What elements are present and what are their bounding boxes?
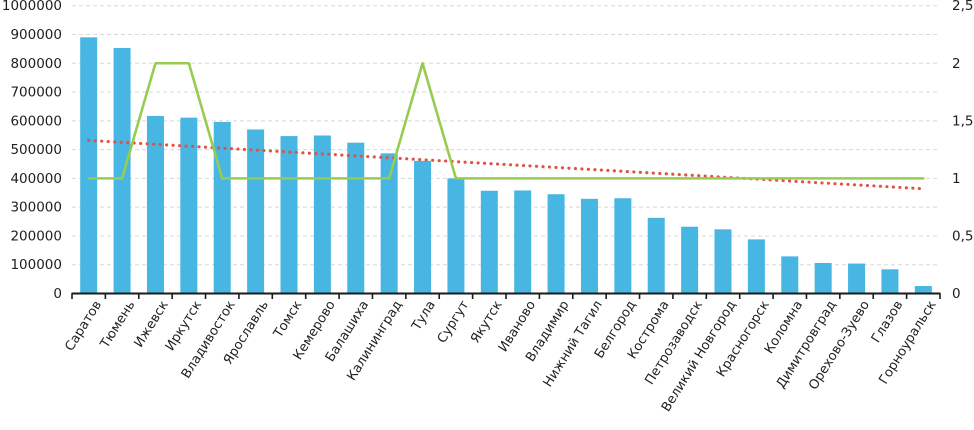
bar-18[interactable]: [681, 226, 699, 294]
bar-15[interactable]: [580, 198, 598, 294]
bar-17[interactable]: [647, 217, 665, 294]
y-axis-left-label: 400000: [10, 171, 62, 187]
y-axis-left-label: 200000: [10, 228, 62, 244]
y-axis-right-label: 2,5: [952, 0, 973, 14]
line-series[interactable]: [87, 61, 925, 180]
bar-4[interactable]: [213, 121, 231, 294]
y-axis-right-label: 1,5: [952, 113, 973, 129]
bar-19[interactable]: [714, 229, 732, 294]
x-axis-label-10: Тула: [409, 298, 439, 334]
bar-2[interactable]: [146, 115, 164, 294]
bar-10[interactable]: [414, 160, 432, 294]
x-axis-label-22: Димитровград: [774, 298, 840, 391]
y-axis-left-label: 600000: [10, 113, 62, 129]
bar-16[interactable]: [614, 198, 632, 294]
bar-23[interactable]: [848, 263, 866, 294]
y-axis-left-label: 500000: [10, 142, 62, 158]
x-axis-label-6: Томск: [271, 298, 306, 341]
bar-20[interactable]: [747, 239, 765, 294]
x-axis-label-0: Саратов: [62, 298, 105, 354]
y-axis-left-label: 1000000: [2, 0, 62, 14]
bar-24[interactable]: [881, 269, 899, 294]
bar-21[interactable]: [781, 256, 799, 294]
bar-7[interactable]: [313, 135, 331, 294]
y-axis-left-label: 900000: [10, 27, 62, 43]
bar-13[interactable]: [514, 190, 532, 294]
trendline-dotted[interactable]: [87, 138, 925, 191]
bar-11[interactable]: [447, 178, 465, 294]
y-axis-right-label: 1: [952, 171, 961, 187]
bar-22[interactable]: [814, 262, 832, 294]
y-axis-right-label: 0: [952, 286, 961, 302]
y-axis-left-label: 100000: [10, 257, 62, 273]
y-axis-right-label: 2: [952, 56, 961, 72]
bar-8[interactable]: [347, 142, 365, 294]
bar-5[interactable]: [247, 129, 265, 294]
bar-0[interactable]: [80, 37, 98, 294]
y-axis-right-label: 0,5: [952, 228, 973, 244]
y-axis-left-label: 0: [53, 286, 62, 302]
y-axis-left-label: 300000: [10, 200, 62, 216]
bar-14[interactable]: [547, 194, 565, 294]
bar-1[interactable]: [113, 48, 131, 294]
bar-3[interactable]: [180, 117, 198, 294]
bar-9[interactable]: [380, 153, 398, 294]
y-axis-left-label: 700000: [10, 85, 62, 101]
bar-6[interactable]: [280, 136, 298, 294]
x-axis-label-23: Орехово-Зуево: [806, 298, 873, 393]
bar-25[interactable]: [914, 286, 932, 294]
x-axis-label-11: Сургут: [435, 298, 473, 346]
bar-12[interactable]: [480, 190, 498, 294]
y-axis-left-label: 800000: [10, 56, 62, 72]
